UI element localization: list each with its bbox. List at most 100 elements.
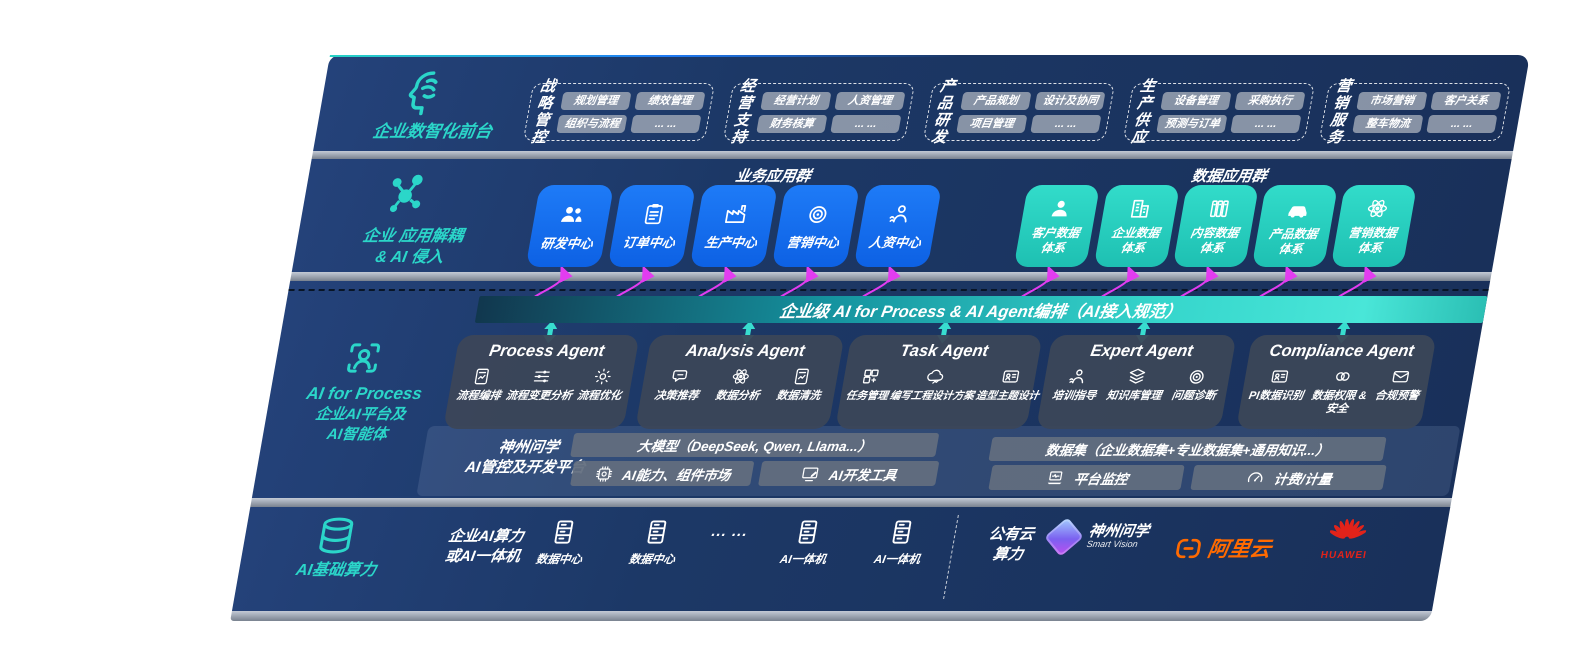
domain-tag: 采购执行 bbox=[1234, 91, 1306, 110]
agent-title: Compliance Agent bbox=[1268, 342, 1416, 360]
app-label: 订单中心 bbox=[621, 235, 677, 250]
laptop-monitor-icon bbox=[1046, 470, 1064, 485]
people-icon bbox=[560, 206, 584, 222]
clipboard-icon bbox=[644, 203, 664, 225]
molecule-icon bbox=[386, 173, 427, 214]
business-app-group-title: 业务应用群 bbox=[734, 168, 813, 185]
node-label: AI一体机 bbox=[872, 554, 922, 566]
agent-item: 数据分析 bbox=[714, 366, 764, 403]
books-icon bbox=[1209, 200, 1229, 218]
data-card-product: 产品数据体系 bbox=[1251, 185, 1339, 267]
app-card-production-center: 生产中心 bbox=[689, 185, 779, 267]
id-card-icon bbox=[1270, 370, 1289, 383]
domain-tag: 市场营销 bbox=[1356, 91, 1428, 110]
data-card-marketing: 营销数据体系 bbox=[1330, 185, 1418, 267]
task-grid-icon bbox=[862, 369, 879, 384]
clean-doc-icon bbox=[794, 368, 810, 385]
alert-mail-icon bbox=[1391, 371, 1409, 383]
compute-label: AI基础算力 bbox=[294, 562, 378, 579]
ai-platform-label: AI for Process 企业AI平台及 AI智能体 bbox=[304, 384, 424, 443]
app-label: 营销中心 bbox=[785, 235, 841, 250]
compute-node-datacenter: 数据中心 bbox=[513, 517, 612, 567]
building-icon bbox=[1130, 199, 1150, 218]
domain-group-product: 产品研发 产品规划 设计及协同 项目管理 ... ... bbox=[922, 78, 1116, 146]
dataset-bar: 数据集（企业数据集+专业数据集+通用知识...） bbox=[988, 437, 1387, 461]
huawei-logo-icon bbox=[1329, 518, 1367, 539]
agent-item: 问题诊断 bbox=[1171, 366, 1221, 403]
gauge-icon bbox=[1247, 471, 1264, 482]
agent-card-expert: Expert Agent 培训指导 知识库管理 问题诊断 bbox=[1036, 335, 1237, 429]
person-icon bbox=[1051, 200, 1069, 217]
data-card-enterprise: 企业数据体系 bbox=[1093, 185, 1181, 267]
data-card-label: 营销数据体系 bbox=[1347, 226, 1398, 255]
sliders-icon bbox=[534, 369, 551, 384]
atom-icon bbox=[731, 367, 751, 386]
atom-icon bbox=[1365, 198, 1389, 219]
domain-group-title: 营销服务 bbox=[1325, 77, 1354, 147]
data-card-label: 客户数据体系 bbox=[1030, 226, 1081, 255]
vendor-aliyun: 阿里云 bbox=[1172, 533, 1307, 563]
database-cylinder-icon bbox=[318, 517, 355, 554]
domain-group-title: 经营支持 bbox=[729, 77, 758, 147]
data-card-label: 内容数据体系 bbox=[1189, 226, 1240, 255]
domain-tag: 绩效管理 bbox=[634, 91, 706, 110]
agent-title: Analysis Agent bbox=[684, 342, 807, 360]
billing-bar: 计费/计量 bbox=[1190, 465, 1387, 490]
factory-icon bbox=[724, 204, 747, 224]
agent-card-task: Task Agent 任务管理 编写工程设计方案 造型主题设计 bbox=[835, 335, 1043, 429]
server-icon bbox=[647, 520, 667, 544]
server-icon bbox=[892, 520, 912, 544]
vendor-huawei: HUAWEI bbox=[1307, 518, 1387, 561]
smartvision-subtitle: Smart Vision bbox=[1085, 539, 1139, 550]
cloud-design-icon bbox=[925, 369, 944, 384]
agent-item: 流程编排 bbox=[455, 366, 505, 403]
aliyun-wordmark: 阿里云 bbox=[1205, 538, 1273, 561]
agent-title: Process Agent bbox=[487, 342, 606, 360]
domain-tag: 产品规划 bbox=[960, 91, 1032, 110]
ellipsis-more: ... ... bbox=[710, 523, 750, 540]
huawei-wordmark: HUAWEI bbox=[1319, 550, 1368, 561]
data-card-customer: 客户数据体系 bbox=[1013, 185, 1101, 267]
training-person-icon bbox=[1068, 369, 1085, 384]
devtools-icon bbox=[801, 467, 819, 481]
compute-node-datacenter: 数据中心 bbox=[606, 517, 705, 567]
agent-item: 编写工程设计方案 bbox=[889, 366, 979, 402]
domain-tag: 人资管理 bbox=[834, 91, 906, 110]
app-label: 生产中心 bbox=[703, 235, 759, 250]
decision-chat-icon bbox=[671, 370, 688, 382]
smartvision-name: 神州问学 bbox=[1087, 522, 1151, 540]
car-icon bbox=[1287, 206, 1308, 218]
app-card-order-center: 订单中心 bbox=[607, 185, 697, 267]
knowledge-layers-icon bbox=[1128, 368, 1147, 384]
data-app-group-title: 数据应用群 bbox=[1190, 168, 1269, 185]
app-label: 研发中心 bbox=[539, 235, 595, 251]
domain-tag: 客户关系 bbox=[1430, 91, 1502, 110]
vendor-smartvision: 神州问学 Smart Vision bbox=[1044, 517, 1151, 557]
person-scan-icon bbox=[346, 343, 381, 373]
orchestration-bar: 企业级 AI for Process & AI Agent编排（AI接入规范） bbox=[474, 296, 1488, 323]
domain-tag: 组织与流程 bbox=[556, 114, 628, 133]
agent-item: 流程优化 bbox=[576, 366, 626, 403]
domain-group-title: 战略管控 bbox=[529, 77, 558, 147]
app-card-hr-center: 人资中心 bbox=[853, 185, 943, 267]
model-bar: 大模型（DeepSeek, Qwen, Llama...） bbox=[570, 433, 940, 457]
diagnose-icon bbox=[1189, 370, 1205, 384]
app-card-marketing-center: 营销中心 bbox=[771, 185, 861, 267]
workflow-doc-icon bbox=[474, 368, 490, 385]
domain-tag: 规划管理 bbox=[560, 91, 632, 110]
domain-group-operation: 经营支持 经营计划 人资管理 财务核算 ... ... bbox=[722, 78, 916, 146]
monitor-bar: 平台监控 bbox=[988, 465, 1185, 490]
person-wave-icon bbox=[888, 205, 910, 223]
styling-board-icon bbox=[1002, 370, 1020, 383]
agent-item: 合规预警 bbox=[1374, 366, 1424, 403]
server-icon bbox=[798, 520, 818, 544]
permission-rings-icon bbox=[1335, 372, 1350, 381]
node-label: 数据中心 bbox=[534, 554, 584, 566]
agent-item: 数据清洗 bbox=[775, 366, 825, 403]
agent-card-compliance: Compliance Agent PI数据识别 数据权限 & 安全 合规预警 bbox=[1236, 335, 1437, 429]
agent-card-analysis: Analysis Agent 决策推荐 数据分析 数据清洗 bbox=[635, 335, 845, 429]
app-card-rnd-center: 研发中心 bbox=[525, 185, 615, 267]
app-label: 人资中心 bbox=[867, 235, 923, 250]
node-label: AI一体机 bbox=[778, 554, 828, 566]
